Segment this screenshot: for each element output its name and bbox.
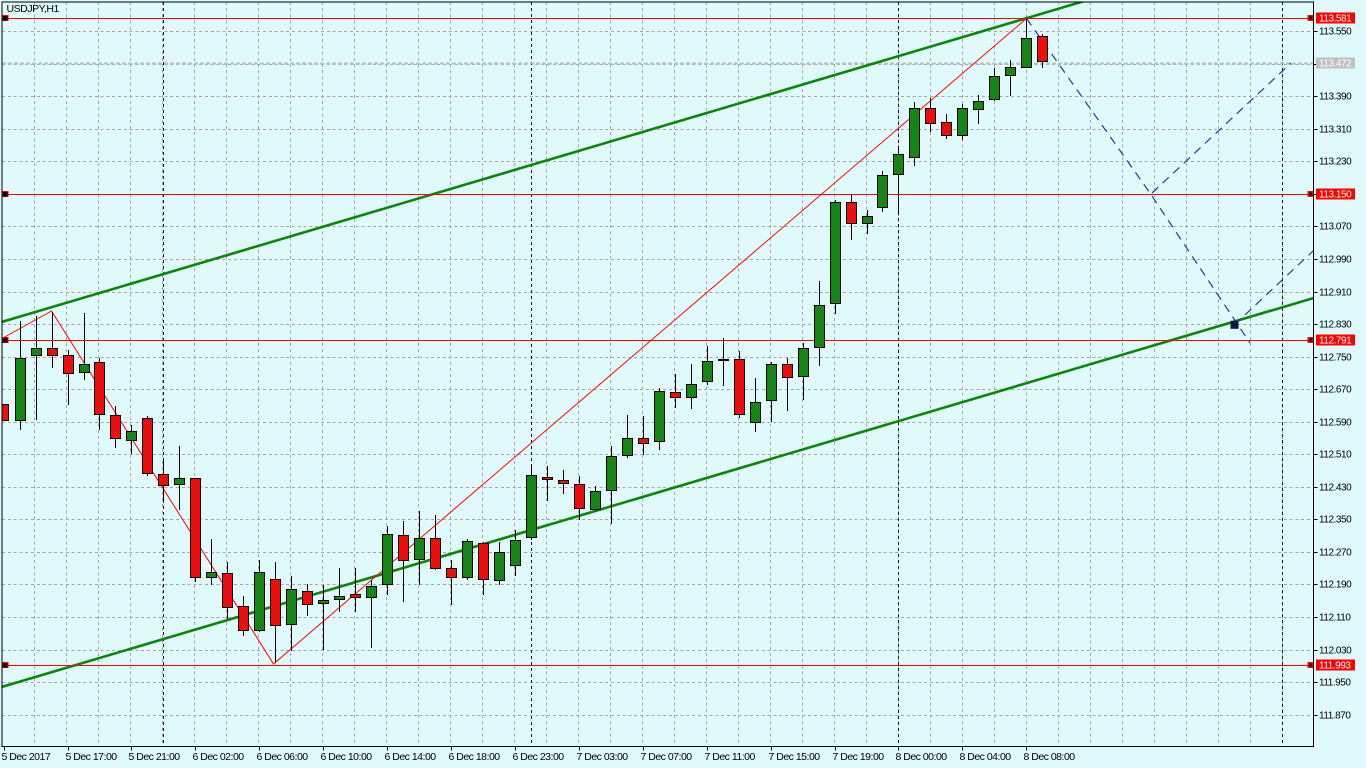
svg-text:7 Dec 19:00: 7 Dec 19:00: [833, 751, 885, 763]
svg-text:112.830: 112.830: [1319, 320, 1352, 331]
svg-text:111.870: 111.870: [1319, 711, 1351, 722]
svg-text:112.910: 112.910: [1319, 288, 1352, 299]
svg-text:111.993: 111.993: [1319, 661, 1351, 672]
svg-text:113.230: 113.230: [1319, 157, 1352, 168]
svg-text:112.750: 112.750: [1319, 353, 1352, 364]
svg-text:6 Dec 18:00: 6 Dec 18:00: [449, 751, 501, 763]
svg-text:113.310: 113.310: [1319, 125, 1352, 136]
svg-text:8 Dec 08:00: 8 Dec 08:00: [1024, 751, 1076, 763]
svg-text:113.070: 113.070: [1319, 222, 1352, 233]
svg-text:7 Dec 07:00: 7 Dec 07:00: [641, 751, 693, 763]
svg-text:112.270: 112.270: [1319, 548, 1352, 559]
svg-text:5 Dec 17:00: 5 Dec 17:00: [66, 751, 118, 763]
svg-text:USDJPY,H1: USDJPY,H1: [7, 3, 60, 15]
svg-text:7 Dec 15:00: 7 Dec 15:00: [769, 751, 821, 763]
svg-text:112.590: 112.590: [1319, 418, 1352, 429]
svg-text:5 Dec 2017: 5 Dec 2017: [2, 751, 51, 763]
svg-text:112.670: 112.670: [1319, 385, 1352, 396]
svg-text:6 Dec 10:00: 6 Dec 10:00: [321, 751, 373, 763]
svg-text:7 Dec 11:00: 7 Dec 11:00: [705, 751, 756, 763]
svg-text:113.390: 113.390: [1319, 92, 1352, 103]
svg-text:6 Dec 14:00: 6 Dec 14:00: [385, 751, 437, 763]
svg-text:8 Dec 00:00: 8 Dec 00:00: [896, 751, 948, 763]
svg-text:6 Dec 02:00: 6 Dec 02:00: [193, 751, 245, 763]
svg-text:6 Dec 06:00: 6 Dec 06:00: [257, 751, 309, 763]
svg-text:6 Dec 23:00: 6 Dec 23:00: [513, 751, 565, 763]
svg-text:7 Dec 03:00: 7 Dec 03:00: [577, 751, 629, 763]
svg-text:112.110: 112.110: [1319, 613, 1351, 624]
svg-text:113.581: 113.581: [1319, 14, 1352, 25]
svg-text:5 Dec 21:00: 5 Dec 21:00: [129, 751, 181, 763]
svg-text:112.510: 112.510: [1319, 450, 1352, 461]
svg-text:113.150: 113.150: [1319, 190, 1352, 201]
svg-text:112.791: 112.791: [1319, 336, 1352, 347]
svg-text:112.190: 112.190: [1319, 580, 1352, 591]
svg-text:112.430: 112.430: [1319, 483, 1352, 494]
svg-text:113.550: 113.550: [1319, 27, 1352, 38]
svg-text:112.350: 112.350: [1319, 515, 1352, 526]
svg-text:112.990: 112.990: [1319, 255, 1352, 266]
svg-text:112.030: 112.030: [1319, 646, 1352, 657]
svg-text:8 Dec 04:00: 8 Dec 04:00: [960, 751, 1012, 763]
svg-text:111.950: 111.950: [1319, 678, 1351, 689]
svg-text:113.472: 113.472: [1319, 59, 1352, 70]
